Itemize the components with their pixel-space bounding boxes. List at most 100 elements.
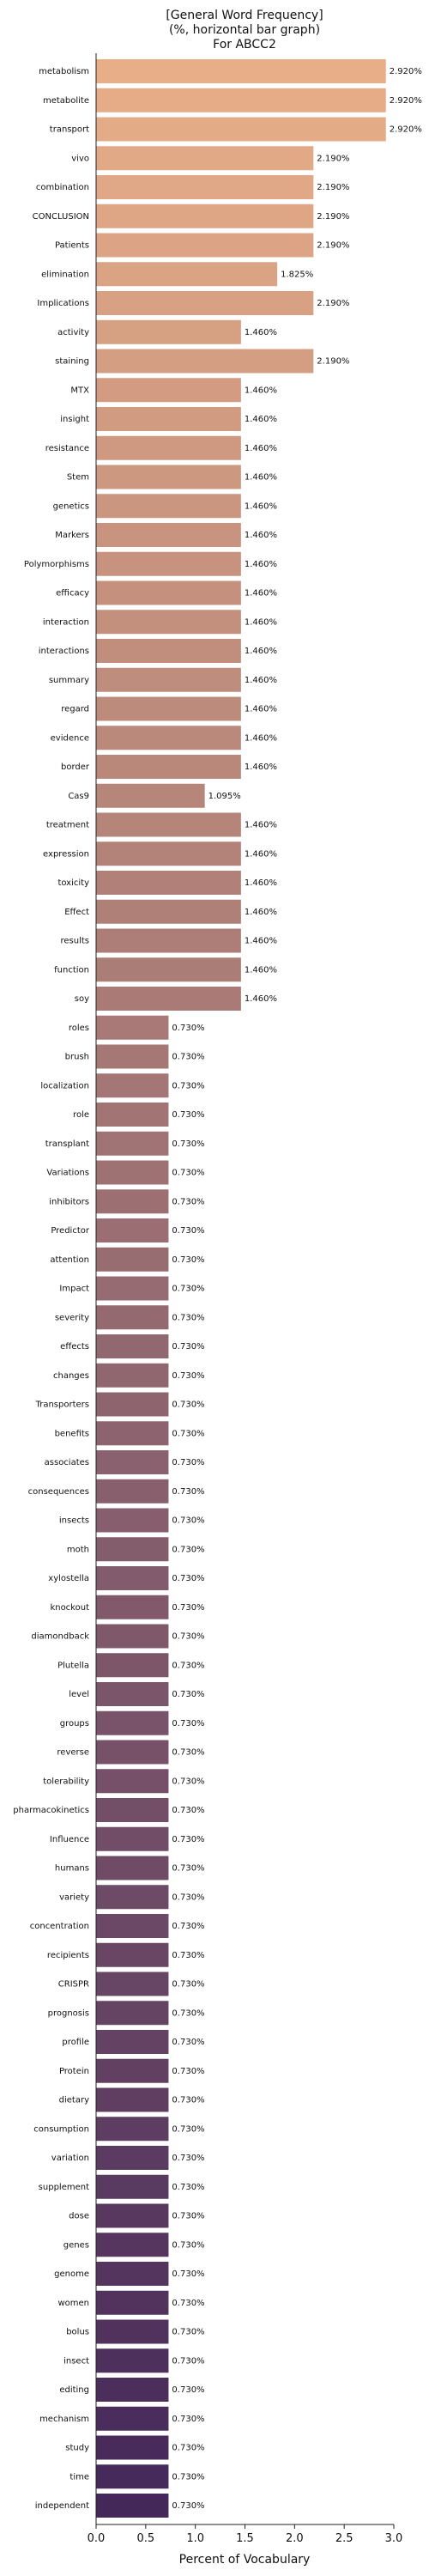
bar-Protein [96, 2058, 169, 2083]
category-label: evidence [51, 733, 89, 743]
bar-benefits [96, 1421, 169, 1446]
value-label: 0.730% [172, 2240, 204, 2250]
value-label: 2.190% [317, 183, 349, 192]
bar-severity [96, 1305, 169, 1330]
bar-Predictor [96, 1218, 169, 1242]
category-label: concentration [30, 1922, 89, 1931]
x-tick-label: 1.5 [236, 2532, 254, 2545]
category-label: consumption [33, 2124, 89, 2134]
bar-vivo [96, 146, 314, 171]
bar-Patients [96, 233, 314, 258]
value-label: 0.730% [172, 2124, 204, 2134]
value-label: 0.730% [172, 1603, 204, 1613]
category-label: brush [65, 1053, 89, 1062]
category-label: independent [35, 2501, 89, 2511]
value-label: 0.730% [172, 1574, 204, 1583]
category-label: consequences [28, 1487, 89, 1497]
bar-metabolite [96, 88, 386, 112]
category-label: Impact [59, 1285, 89, 1294]
bar-genetics [96, 494, 241, 519]
bar-treatment [96, 812, 241, 837]
value-label: 2.920% [390, 67, 422, 76]
bar-diamondback [96, 1624, 169, 1649]
category-label: CONCLUSION [33, 212, 89, 222]
category-label: associates [45, 1458, 89, 1467]
category-label: elimination [41, 270, 89, 279]
category-label: metabolite [43, 96, 89, 106]
value-label: 1.460% [245, 560, 277, 569]
bar-transplant [96, 1131, 169, 1156]
category-label: variation [51, 2154, 89, 2163]
value-label: 0.730% [172, 1748, 204, 1758]
bar-genome [96, 2262, 169, 2286]
category-label: supplement [39, 2183, 89, 2192]
value-label: 1.460% [245, 705, 277, 714]
category-label: variety [59, 1893, 89, 1902]
bar-variation [96, 2146, 169, 2170]
bar-MTX [96, 378, 241, 403]
category-label: Influence [50, 1835, 89, 1844]
bar-Stem [96, 465, 241, 489]
value-label: 1.460% [245, 849, 277, 859]
category-label: editing [59, 2385, 89, 2395]
value-label: 0.730% [172, 2328, 204, 2337]
bar-dietary [96, 2087, 169, 2112]
chart-title-line-1: [General Word Frequency] [166, 9, 323, 22]
category-label: women [57, 2299, 89, 2308]
value-label: 0.730% [172, 1139, 204, 1149]
value-label: 0.730% [172, 2183, 204, 2192]
x-axis: 0.0 0.5 1.0 1.5 2.0 2.5 3.0 [88, 53, 402, 2545]
category-label: insight [60, 415, 89, 424]
category-label: CRISPR [58, 1980, 89, 1990]
value-label: 0.730% [172, 1285, 204, 1294]
category-label: interaction [43, 617, 89, 627]
bar-Cas9 [96, 783, 205, 808]
value-label: 1.460% [245, 386, 277, 395]
category-label: Effect [64, 908, 89, 917]
value-labels: 2.920% 2.920% 2.920% 2.190% 2.190% 2.190% 2.19… [172, 67, 421, 2511]
value-label: 1.460% [245, 994, 277, 1004]
value-label: 1.460% [245, 501, 277, 511]
category-label: function [54, 965, 89, 975]
bar-mechanism [96, 2406, 169, 2431]
bar-expression [96, 841, 241, 866]
category-label: expression [43, 849, 89, 859]
value-label: 0.730% [172, 2154, 204, 2163]
bar-Markers [96, 523, 241, 547]
bar-insect [96, 2348, 169, 2373]
category-label: border [61, 762, 90, 772]
value-label: 1.825% [281, 270, 313, 279]
bar-supplement [96, 2174, 169, 2199]
x-tick-label: 0.0 [88, 2532, 106, 2545]
bar-CRISPR [96, 1971, 169, 1996]
bar-effects [96, 1334, 169, 1358]
x-tick-label: 1.0 [186, 2532, 204, 2545]
bar-Implications [96, 291, 314, 315]
value-label: 2.190% [317, 357, 349, 367]
bar-consequences [96, 1479, 169, 1504]
value-label: 1.460% [245, 647, 277, 656]
bar-profile [96, 2030, 169, 2054]
category-label: genetics [53, 501, 89, 511]
value-label: 0.730% [172, 1371, 204, 1381]
bar-genes [96, 2233, 169, 2257]
value-label: 0.730% [172, 2444, 204, 2453]
bar-moth [96, 1537, 169, 1562]
value-label: 2.190% [317, 154, 349, 163]
value-label: 1.460% [245, 908, 277, 917]
value-label: 1.460% [245, 415, 277, 424]
category-label: profile [62, 2038, 89, 2047]
category-label: tolerability [43, 1777, 89, 1786]
bar-study [96, 2435, 169, 2460]
bar-concentration [96, 1914, 169, 1938]
category-label: pharmacokinetics [13, 1806, 89, 1815]
category-label: summary [49, 676, 89, 685]
value-label: 2.190% [317, 241, 349, 251]
category-label: dietary [59, 2096, 89, 2105]
bar-localization [96, 1073, 169, 1098]
value-label: 0.730% [172, 1545, 204, 1554]
bar-Influence [96, 1826, 169, 1851]
category-label: Transporters [35, 1400, 89, 1410]
value-label: 0.730% [172, 1053, 204, 1062]
